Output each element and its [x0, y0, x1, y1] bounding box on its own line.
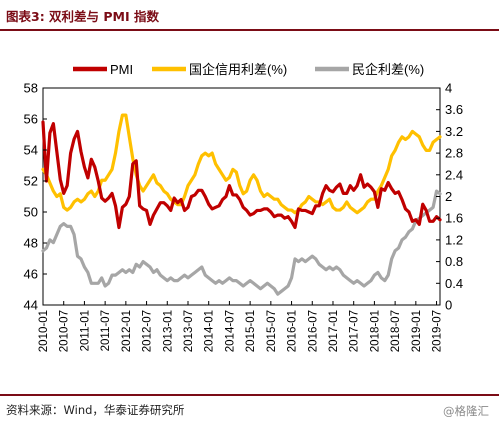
- title-divider: [0, 29, 499, 31]
- legend-item-private-spread-label: 民企利差(%): [352, 62, 424, 77]
- x-tick-label: 2015-01: [245, 310, 257, 352]
- x-tick-label: 2011-07: [100, 310, 112, 351]
- left-y-tick-label: 44: [24, 298, 38, 313]
- left-y-tick-label: 50: [24, 205, 38, 220]
- right-y-tick-label: 2.8: [445, 146, 463, 161]
- left-y-tick-label: 56: [24, 112, 38, 127]
- x-tick-label: 2010-07: [59, 310, 71, 352]
- soe-spread-series-line: [41, 113, 442, 215]
- x-tick-label: 2014-01: [204, 310, 216, 352]
- right-y-tick-label: 0: [445, 298, 452, 313]
- x-tick-label: 2010-01: [38, 310, 50, 352]
- legend-item-soe-spread-label: 国企信用利差(%): [189, 62, 287, 77]
- legend-item-pmi-label: PMI: [110, 62, 133, 77]
- chart-legend: PMI 国企信用利差(%) 民企利差(%): [73, 62, 424, 77]
- left-y-tick-label: 48: [24, 236, 38, 251]
- x-tick-label: 2012-07: [142, 310, 154, 352]
- left-y-tick-label: 46: [24, 267, 38, 282]
- x-tick-label: 2019-01: [411, 310, 423, 352]
- x-tick-label: 2018-01: [369, 310, 381, 352]
- right-y-tick-label: 3.6: [445, 102, 463, 117]
- series-layer: [41, 113, 442, 296]
- right-y-tick-label: 0.4: [445, 276, 463, 291]
- x-tick-label: 2015-07: [266, 310, 278, 352]
- source-note: 资料来源：Wind，华泰证券研究所: [6, 403, 185, 417]
- plot-area: 44 46 48 50 52 54 56 58 0 0.4 0.8 1.2 1.6 2 2.4 2.8 3.2…: [24, 62, 464, 352]
- x-tick-label: 2017-01: [328, 310, 340, 352]
- x-tick-label: 2017-07: [349, 310, 361, 352]
- x-tick-label: 2016-07: [307, 310, 319, 352]
- watermark: @格隆汇: [443, 404, 489, 418]
- right-y-axis: 0 0.4 0.8 1.2 1.6 2 2.4 2.8 3.2 3.6 4: [436, 81, 463, 313]
- right-y-tick-label: 4: [445, 81, 452, 96]
- right-y-tick-label: 1.2: [445, 232, 463, 247]
- right-y-tick-label: 2.4: [445, 167, 463, 182]
- left-y-tick-label: 52: [24, 174, 38, 189]
- x-tick-label: 2016-01: [287, 310, 299, 352]
- right-y-tick-label: 3.2: [445, 124, 463, 139]
- left-y-axis: 44 46 48 50 52 54 56 58: [24, 81, 47, 313]
- private-spread-series-line: [41, 189, 442, 296]
- x-axis: 2010-01 2010-07 2011-01 2011-07 2012-01 2012-…: [38, 301, 444, 352]
- left-y-tick-label: 58: [24, 81, 38, 96]
- x-tick-label: 2011-01: [79, 310, 91, 351]
- x-tick-label: 2014-07: [224, 310, 236, 352]
- line-chart: 44 46 48 50 52 54 56 58 0 0.4 0.8 1.2 1.6 2 2.4 2.8 3.2…: [24, 62, 464, 352]
- left-y-tick-label: 54: [24, 143, 38, 158]
- right-y-tick-label: 2: [445, 189, 452, 204]
- pmi-series-line: [41, 120, 442, 230]
- footer-divider: [0, 394, 499, 396]
- right-y-tick-label: 1.6: [445, 211, 463, 226]
- figure-title: 图表3: 双利差与 PMI 指数: [6, 9, 160, 24]
- x-tick-label: 2013-01: [162, 310, 174, 352]
- x-tick-label: 2018-07: [390, 310, 402, 352]
- x-tick-label: 2012-01: [121, 310, 133, 352]
- x-tick-label: 2013-07: [183, 310, 195, 352]
- right-y-tick-label: 0.8: [445, 254, 463, 269]
- x-tick-label: 2019-07: [432, 310, 444, 352]
